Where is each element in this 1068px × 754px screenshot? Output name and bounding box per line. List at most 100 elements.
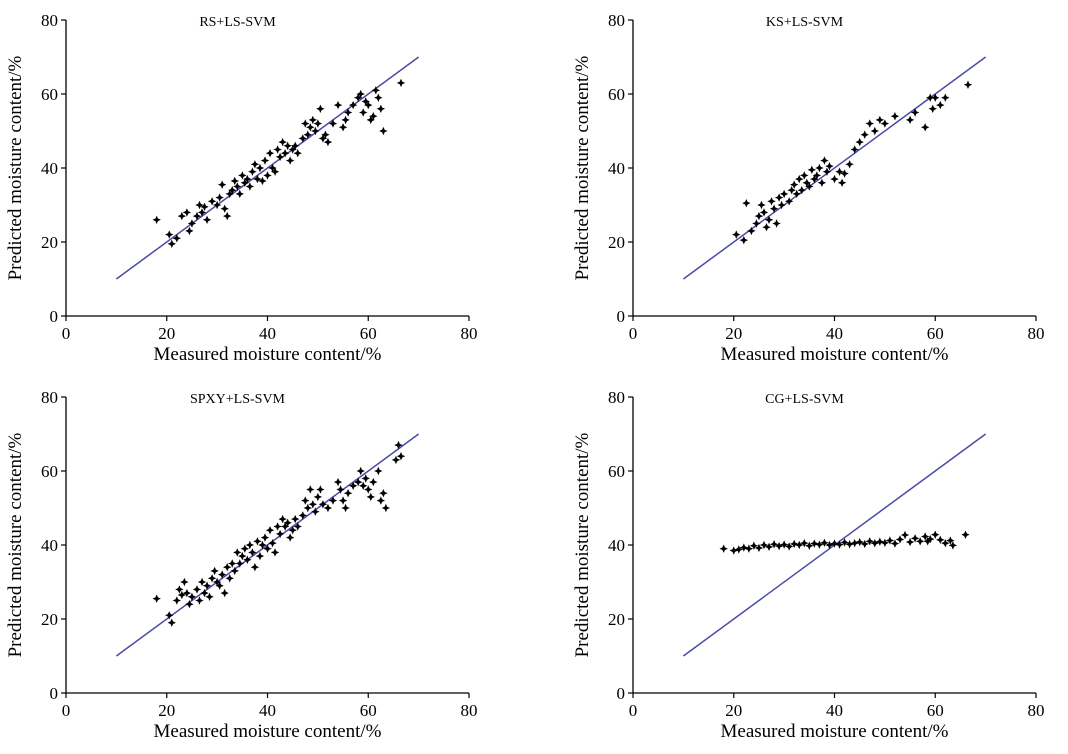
data-point (361, 97, 370, 106)
data-point (230, 176, 239, 186)
data-point (217, 180, 227, 189)
data-point (353, 93, 363, 102)
data-point (910, 108, 920, 117)
data-point (946, 536, 955, 545)
x-tick-label: 20 (158, 701, 175, 720)
data-point (152, 215, 161, 224)
x-tick-label: 80 (461, 324, 478, 343)
data-point (963, 80, 973, 89)
data-point (285, 533, 295, 542)
y-tick-label: 0 (617, 307, 626, 326)
data-point (248, 548, 257, 557)
x-tick-label: 20 (158, 324, 175, 343)
data-point (195, 596, 204, 605)
data-point (273, 522, 282, 531)
data-point (747, 226, 756, 236)
y-tick-label: 80 (608, 388, 625, 407)
data-point (177, 211, 187, 221)
data-point (323, 137, 333, 147)
y-tick-label: 20 (608, 610, 625, 629)
data-point (298, 511, 307, 520)
data-point (860, 539, 869, 549)
y-tick-label: 40 (608, 536, 625, 555)
data-point (253, 174, 262, 184)
data-point (379, 126, 388, 136)
data-point (235, 559, 244, 568)
data-point (202, 581, 212, 590)
data-point (719, 544, 728, 553)
data-point (316, 485, 325, 494)
data-point (187, 219, 197, 228)
data-point (366, 492, 375, 502)
data-point (223, 563, 232, 572)
data-point (235, 189, 244, 199)
data-point (353, 477, 363, 487)
data-point (359, 108, 368, 117)
data-point (343, 108, 353, 117)
data-point (369, 477, 378, 487)
data-point (787, 186, 796, 195)
data-point (742, 198, 751, 208)
y-tick-label: 40 (608, 159, 625, 178)
reference-line (682, 56, 987, 280)
x-tick-label: 0 (629, 701, 638, 720)
data-point (777, 200, 786, 210)
data-point (905, 115, 915, 125)
x-tick-label: 80 (461, 701, 478, 720)
data-point (207, 574, 217, 583)
data-point (825, 540, 834, 550)
x-tick-label: 40 (826, 701, 843, 720)
data-point (961, 530, 970, 539)
data-point (779, 189, 789, 199)
data-point (192, 585, 202, 594)
data-point (197, 577, 207, 587)
data-point (205, 592, 214, 601)
x-tick-label: 60 (360, 324, 377, 343)
data-point (280, 149, 290, 158)
data-point (301, 119, 310, 128)
data-point (890, 112, 900, 121)
data-point (233, 548, 242, 557)
data-point (795, 540, 804, 550)
data-point (941, 538, 950, 548)
data-point (260, 156, 270, 165)
data-point (301, 496, 310, 505)
data-point (243, 174, 252, 184)
data-point (754, 543, 764, 553)
data-point (270, 548, 280, 557)
data-point (805, 182, 814, 191)
y-tick-label: 20 (41, 233, 58, 252)
data-point (767, 197, 776, 206)
data-point (207, 197, 217, 206)
data-point (928, 104, 937, 113)
data-point (291, 514, 300, 524)
data-point (764, 215, 774, 224)
data-point (273, 145, 282, 154)
data-point (152, 594, 161, 603)
data-point (732, 230, 741, 239)
y-tick-label: 80 (41, 11, 58, 30)
data-point (318, 500, 328, 509)
data-point (258, 540, 267, 550)
data-point (835, 540, 844, 549)
data-point (268, 538, 277, 548)
data-point (336, 485, 345, 494)
data-point (910, 534, 920, 543)
data-point (255, 551, 265, 561)
data-point (820, 538, 829, 547)
data-point (278, 137, 287, 147)
data-point (769, 204, 779, 213)
data-point (341, 115, 350, 125)
chart-panel-cg-ls-svm: 0 20 40 60 80 0 20 40 60 80 Measured moisture cont… (572, 388, 1045, 742)
data-point (371, 86, 381, 95)
data-point (185, 226, 194, 236)
data-point (172, 596, 182, 605)
data-point (394, 440, 403, 450)
x-tick-label: 40 (826, 324, 843, 343)
data-point (835, 167, 844, 176)
data-point (293, 149, 302, 158)
x-tick-label: 20 (725, 701, 742, 720)
x-axis-label: Measured moisture content/% (721, 344, 949, 365)
data-point (298, 134, 307, 143)
